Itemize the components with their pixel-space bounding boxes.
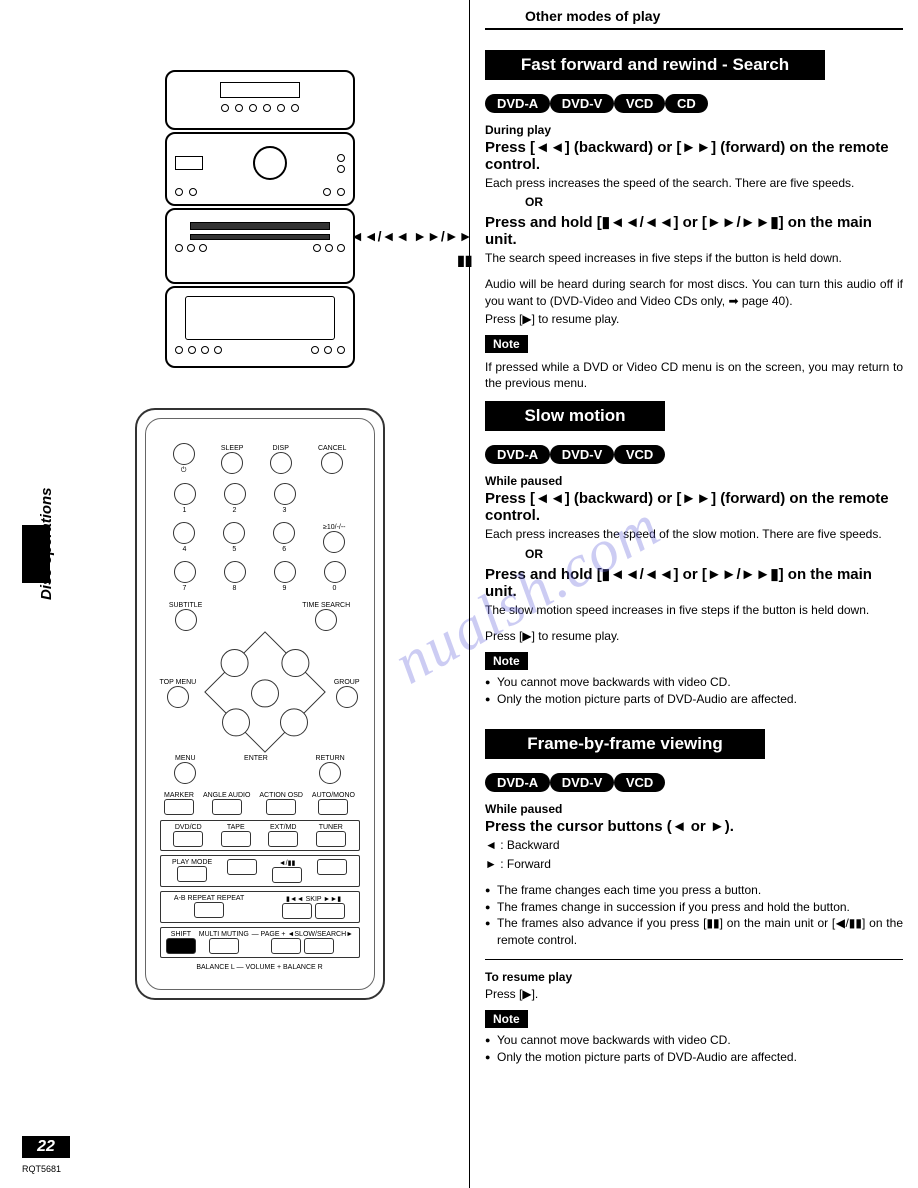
stereo-stack-diagram: ◄◄/◄◄ ►►/►► ▮▮ xyxy=(165,70,355,368)
page-header: Other modes of play xyxy=(485,0,903,30)
subtitle-label: SUBTITLE xyxy=(169,602,202,609)
disc-pills-2: DVD-A DVD-V VCD xyxy=(485,445,903,464)
disc-pills-1: DVD-A DVD-V VCD CD xyxy=(485,94,903,113)
group-label: GROUP xyxy=(334,679,360,686)
device-unit-2 xyxy=(165,132,355,206)
section-bar-slowmo: Slow motion xyxy=(485,401,665,431)
section-bar-search: Fast forward and rewind - Search xyxy=(485,50,825,80)
page-number: 22 xyxy=(22,1136,70,1158)
note-box-1: Note xyxy=(485,335,528,353)
sleep-label: SLEEP xyxy=(221,445,244,452)
topmenu-label: TOP MENU xyxy=(160,679,197,686)
disc-pills-3: DVD-A DVD-V VCD xyxy=(485,773,903,792)
section-bar-frame: Frame-by-frame viewing xyxy=(485,729,765,759)
while-paused-label-2: While paused xyxy=(485,802,903,816)
frame-instruction: Press the cursor buttons (◄ or ►). xyxy=(485,818,903,835)
search-instruction-1: Press [◄◄] (backward) or [►►] (forward) … xyxy=(485,139,903,173)
timesearch-label: TIME SEARCH xyxy=(302,602,350,609)
device-unit-1 xyxy=(165,70,355,130)
slowmo-instruction-2: Press and hold [▮◄◄/◄◄] or [►►/►►▮] on t… xyxy=(485,565,903,600)
document-id: RQT5681 xyxy=(22,1164,61,1174)
search-instruction-2: Press and hold [▮◄◄/◄◄] or [►►/►►▮] on t… xyxy=(485,213,903,248)
header-title: Other modes of play xyxy=(525,8,903,24)
power-icon: ⏻ xyxy=(181,467,187,475)
return-label: RETURN xyxy=(316,755,345,762)
right-column: Other modes of play Fast forward and rew… xyxy=(470,0,918,1188)
left-column: Disc operations xyxy=(0,0,470,1188)
device-unit-3: ◄◄/◄◄ ►►/►► ▮▮ xyxy=(165,208,355,284)
device-unit-4 xyxy=(165,286,355,368)
ten-plus-label: ≥10/-/-- xyxy=(323,524,346,531)
during-play-label: During play xyxy=(485,123,903,137)
note-box-3: Note xyxy=(485,1010,528,1028)
volume-balance-label: BALANCE L — VOLUME + BALANCE R xyxy=(160,964,360,971)
shift-label: SHIFT xyxy=(171,931,191,938)
enter-label: ENTER xyxy=(226,755,286,784)
pause-label: ▮▮ xyxy=(457,252,472,269)
skip-arrows-label: ◄◄/◄◄ ►►/►► xyxy=(350,228,473,244)
section-tab-label: Disc operations xyxy=(38,487,55,600)
slowmo-instruction-1: Press [◄◄] (backward) or [►►] (forward) … xyxy=(485,490,903,524)
note-box-2: Note xyxy=(485,652,528,670)
menu-label: MENU xyxy=(175,755,196,762)
resume-header: To resume play xyxy=(485,970,903,984)
cancel-label: CANCEL xyxy=(318,445,346,452)
remote-control-diagram: ⏻ SLEEP DISP CANCEL 1 2 3 4 5 6 ≥10/-/-- xyxy=(135,408,385,1000)
cursor-diamond xyxy=(204,631,326,753)
while-paused-label-1: While paused xyxy=(485,474,903,488)
disp-label: DISP xyxy=(273,445,289,452)
